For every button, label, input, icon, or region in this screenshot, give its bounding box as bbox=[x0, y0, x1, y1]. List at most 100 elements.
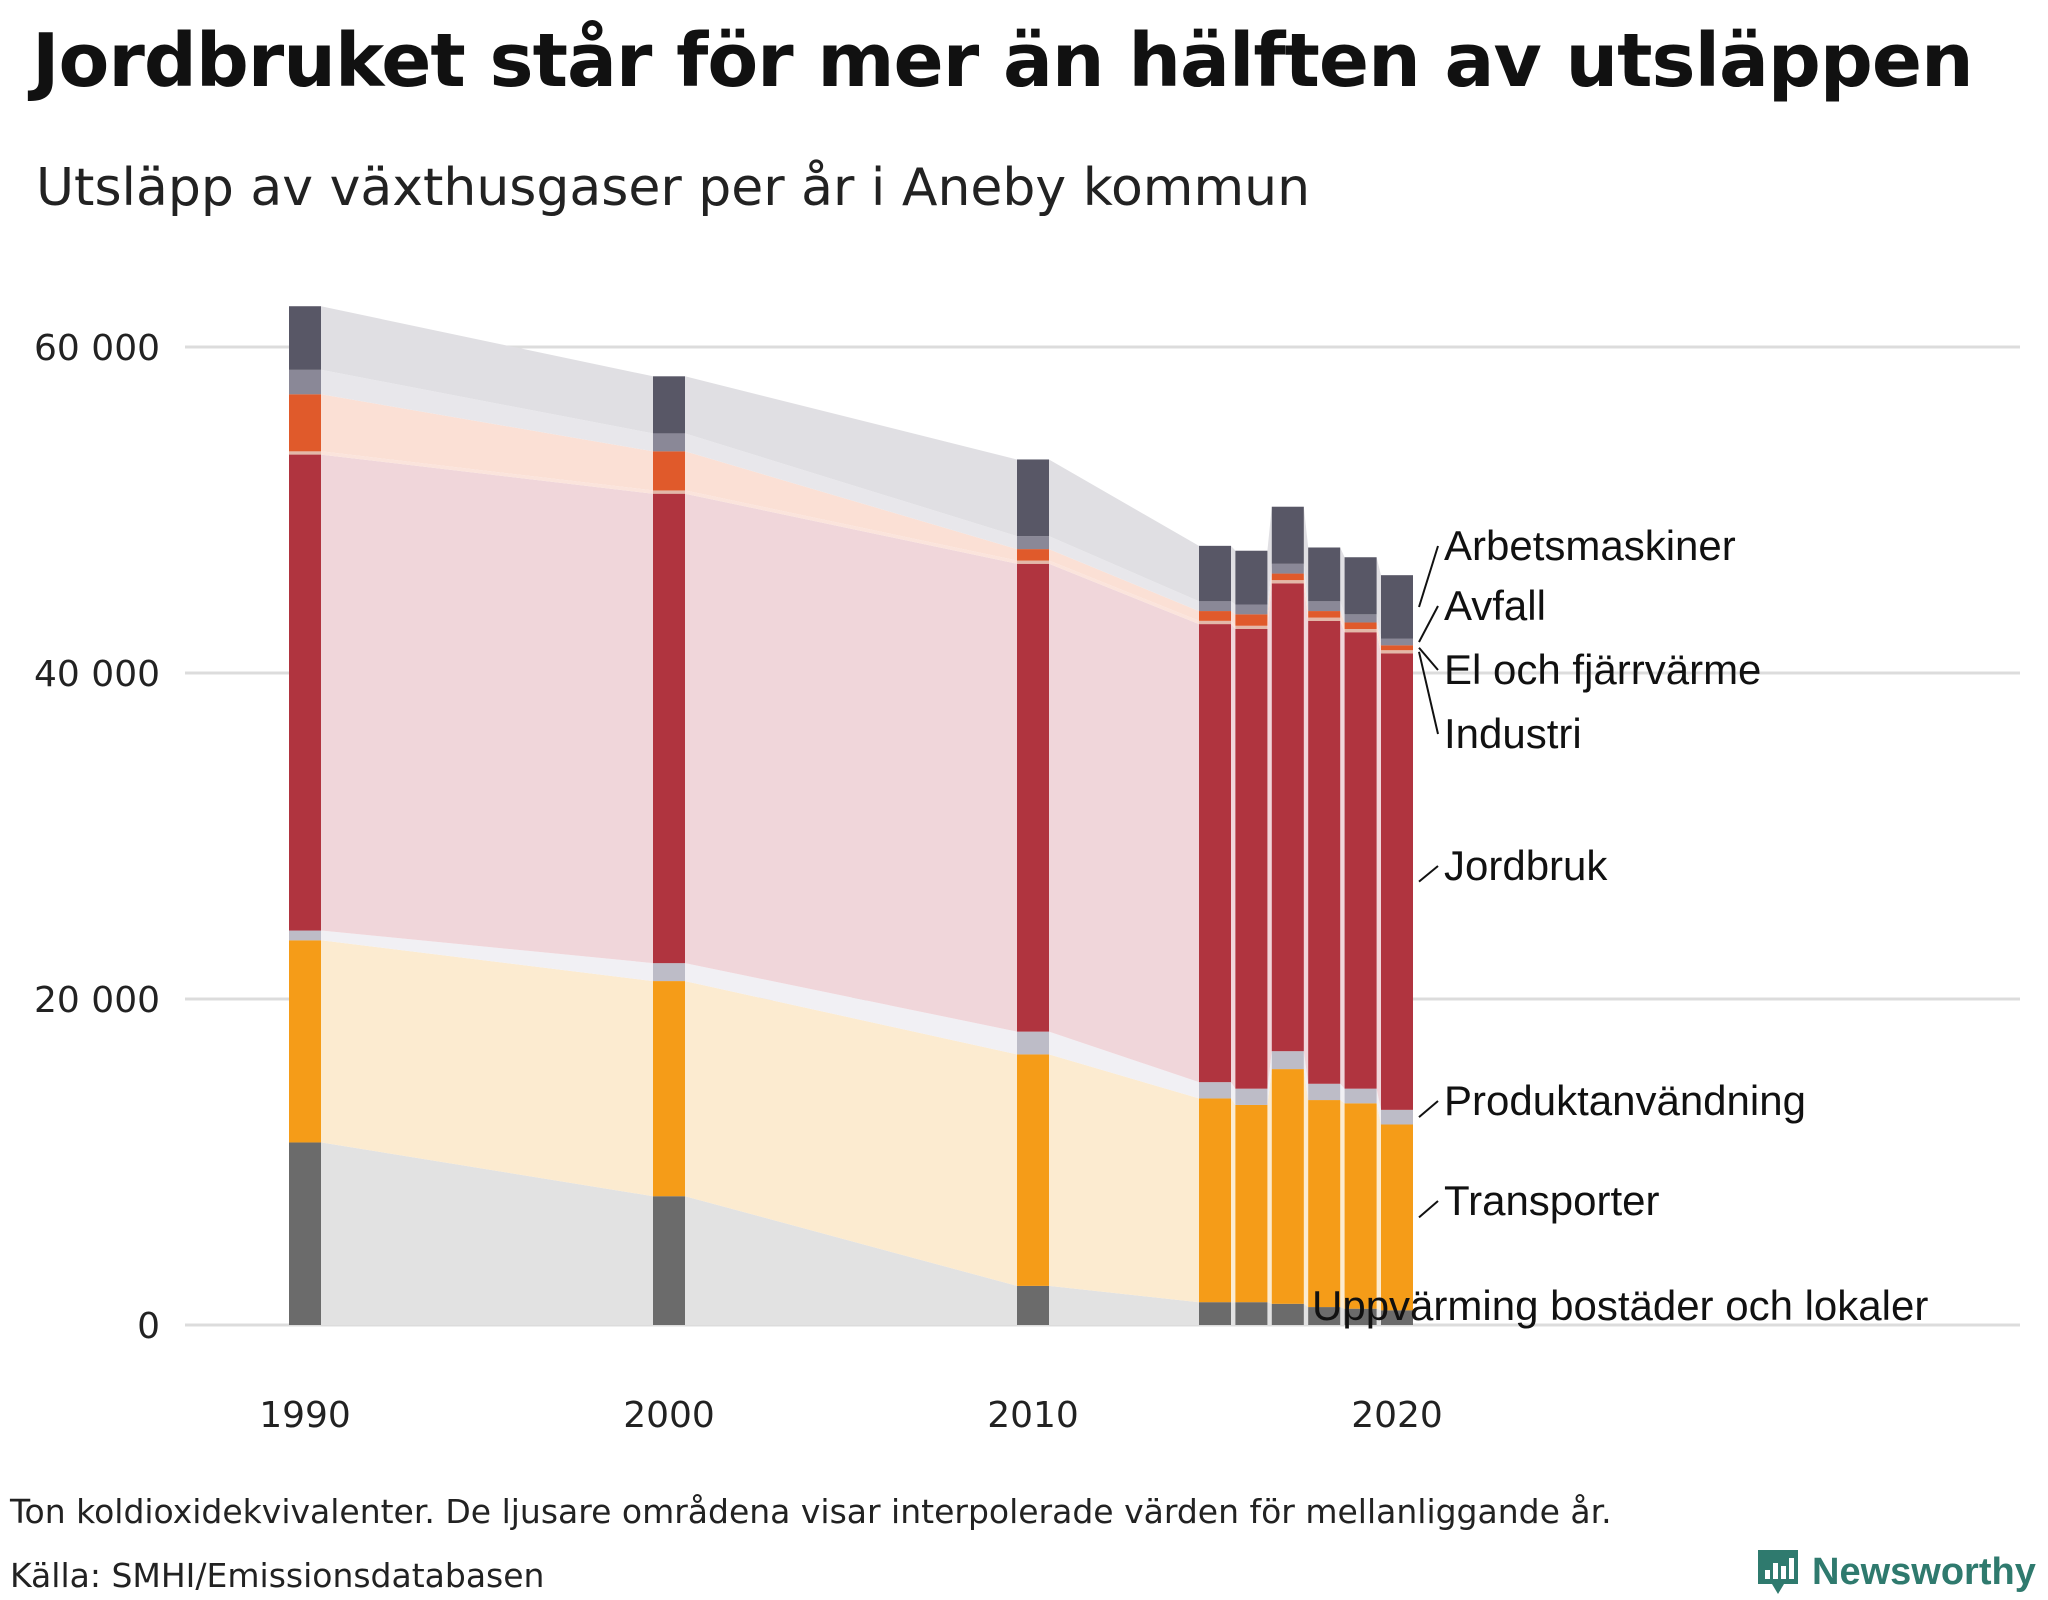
bar-segment[interactable] bbox=[1271, 563, 1304, 574]
y-tick-label: 20 000 bbox=[34, 980, 160, 1021]
bar-segment[interactable] bbox=[1271, 583, 1304, 1052]
bar-segment[interactable] bbox=[1235, 628, 1268, 1089]
source-note: Källa: SMHI/Emissionsdatabasen bbox=[10, 1556, 545, 1595]
bar-segment[interactable] bbox=[1235, 1088, 1268, 1105]
bar-segment[interactable] bbox=[289, 451, 321, 455]
bar-segment[interactable] bbox=[1017, 563, 1049, 1032]
bar-segment[interactable] bbox=[1199, 620, 1231, 625]
label-leader-line bbox=[1418, 651, 1439, 735]
bar-segment[interactable] bbox=[1235, 614, 1268, 626]
brand-name: Newsworthy bbox=[1812, 1550, 2036, 1593]
bar-segment[interactable] bbox=[1308, 601, 1341, 612]
area-arbetsmaskiner bbox=[289, 306, 1413, 639]
bar-segment[interactable] bbox=[1344, 614, 1377, 623]
bar-segment[interactable] bbox=[1271, 573, 1304, 581]
bar-segment[interactable] bbox=[1344, 632, 1377, 1089]
bar-segment[interactable] bbox=[289, 930, 321, 941]
bar-segment[interactable] bbox=[653, 1196, 685, 1325]
bar-segment[interactable] bbox=[1271, 1069, 1304, 1304]
bar-segment[interactable] bbox=[1308, 547, 1341, 602]
y-tick-label: 40 000 bbox=[34, 654, 160, 695]
series-labels: Uppvärming bostäder och lokaler Transport… bbox=[1312, 522, 1928, 1329]
bar-segment[interactable] bbox=[1017, 549, 1049, 561]
area-uppvärming-bostäder-och-lokaler bbox=[289, 1142, 1413, 1325]
bars bbox=[289, 306, 1413, 1325]
area-produktanvändning bbox=[289, 930, 1413, 1125]
series-label: Arbetsmaskiner bbox=[1444, 522, 1736, 569]
bar-segment[interactable] bbox=[1235, 604, 1268, 615]
bar-segment[interactable] bbox=[653, 963, 685, 982]
y-tick-label: 60 000 bbox=[34, 328, 160, 369]
bar-segment[interactable] bbox=[653, 451, 685, 491]
bar-segment[interactable] bbox=[1017, 1285, 1049, 1325]
bar-segment[interactable] bbox=[1017, 560, 1049, 564]
bar-segment[interactable] bbox=[1381, 638, 1413, 646]
bar-segment[interactable] bbox=[1199, 1082, 1231, 1099]
bar-segment[interactable] bbox=[1199, 545, 1231, 602]
bar-segment[interactable] bbox=[1235, 1302, 1268, 1325]
bar-segment[interactable] bbox=[1199, 1098, 1231, 1303]
bar-segment[interactable] bbox=[1344, 1308, 1377, 1325]
bar-segment[interactable] bbox=[1381, 1124, 1413, 1311]
bar-segment[interactable] bbox=[1381, 1310, 1413, 1325]
area-avfall bbox=[289, 369, 1413, 646]
bar-segment[interactable] bbox=[1308, 1100, 1341, 1308]
bar-segment[interactable] bbox=[1308, 611, 1341, 618]
x-tick-label: 1990 bbox=[259, 1395, 351, 1436]
bar-segment[interactable] bbox=[1381, 1109, 1413, 1125]
bar-segment[interactable] bbox=[1308, 1307, 1341, 1325]
bar-segment[interactable] bbox=[1344, 622, 1377, 629]
newsworthy-logo: Newsworthy bbox=[1756, 1548, 2036, 1596]
bar-segment[interactable] bbox=[1381, 653, 1413, 1110]
bar-segment[interactable] bbox=[289, 306, 321, 370]
bar-segment[interactable] bbox=[1199, 1302, 1231, 1325]
bar-segment[interactable] bbox=[1235, 625, 1268, 629]
bar-segment[interactable] bbox=[1017, 536, 1049, 550]
bar-segment[interactable] bbox=[289, 454, 321, 931]
label-leader-line bbox=[1418, 545, 1439, 608]
bar-segment[interactable] bbox=[289, 1142, 321, 1325]
series-label: El och fjärrvärme bbox=[1444, 646, 1761, 693]
bar-segment[interactable] bbox=[1308, 617, 1341, 621]
bar-segment[interactable] bbox=[289, 369, 321, 395]
bar-segment[interactable] bbox=[1344, 557, 1377, 615]
bar-segment[interactable] bbox=[1235, 1104, 1268, 1303]
bar-segment[interactable] bbox=[1199, 601, 1231, 612]
bar-segment[interactable] bbox=[1017, 1054, 1049, 1286]
bar-segment[interactable] bbox=[1271, 1051, 1304, 1070]
bar-segment[interactable] bbox=[653, 433, 685, 452]
x-tick-label: 2000 bbox=[623, 1395, 715, 1436]
bar-segment[interactable] bbox=[653, 493, 685, 964]
chart-title: Jordbruket står för mer än hälften av ut… bbox=[32, 18, 1974, 104]
bar-segment[interactable] bbox=[653, 981, 685, 1197]
bar-segment[interactable] bbox=[1381, 645, 1413, 651]
label-leader-line bbox=[1418, 865, 1439, 883]
bar-segment[interactable] bbox=[1308, 1083, 1341, 1101]
bar-segment[interactable] bbox=[289, 940, 321, 1143]
bar-segment[interactable] bbox=[1271, 580, 1304, 584]
bar-segment[interactable] bbox=[1017, 459, 1049, 537]
label-leader-line bbox=[1418, 1200, 1439, 1219]
bar-segment[interactable] bbox=[1308, 620, 1341, 1084]
bar-segment[interactable] bbox=[1271, 506, 1304, 564]
footnote: Ton koldioxidekvivalenter. De ljusare om… bbox=[10, 1492, 1612, 1531]
bar-segment[interactable] bbox=[289, 394, 321, 452]
bar-segment[interactable] bbox=[1381, 575, 1413, 639]
bar-segment[interactable] bbox=[1344, 1103, 1377, 1309]
bar-segment[interactable] bbox=[653, 490, 685, 494]
bar-segment[interactable] bbox=[1381, 650, 1413, 654]
label-leader-line bbox=[1418, 1100, 1439, 1118]
series-label: Produktanvändning bbox=[1444, 1077, 1806, 1124]
bar-segment[interactable] bbox=[1199, 624, 1231, 1083]
bar-segment[interactable] bbox=[1271, 1303, 1304, 1325]
bar-segment[interactable] bbox=[1344, 628, 1377, 633]
area-jordbruk bbox=[289, 454, 1413, 1110]
stacked-bar-chart: 0 20 000 40 000 60 000 1990 2000 2010 2020 Upp… bbox=[34, 306, 2020, 1436]
bar-segment[interactable] bbox=[1344, 1088, 1377, 1104]
x-axis: 1990 2000 2010 2020 bbox=[259, 1395, 1443, 1436]
bar-segment[interactable] bbox=[1235, 550, 1268, 605]
bar-segment[interactable] bbox=[1017, 1031, 1049, 1055]
bar-segment[interactable] bbox=[653, 376, 685, 434]
newsworthy-logo-icon bbox=[1758, 1550, 1798, 1594]
bar-segment[interactable] bbox=[1199, 611, 1231, 621]
